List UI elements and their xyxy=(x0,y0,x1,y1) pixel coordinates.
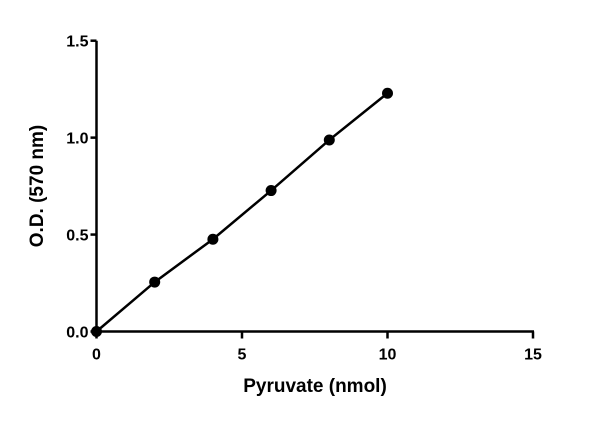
y-tick-label: 1.5 xyxy=(66,34,88,51)
x-tick-label: 10 xyxy=(379,347,397,364)
data-point xyxy=(382,87,393,99)
y-tick-label: 0.0 xyxy=(66,325,88,342)
x-tick-label: 15 xyxy=(524,347,542,364)
x-tick-label: 0 xyxy=(92,347,101,364)
data-point xyxy=(323,134,335,146)
y-tick-label: 1.0 xyxy=(66,131,88,148)
data-point xyxy=(91,326,102,337)
y-axis-label: O.D. (570 nm) xyxy=(27,125,48,247)
x-axis-label: Pyruvate (nmol) xyxy=(243,376,387,397)
axes: 0.0 0.5 1.0 1.5 0 5 10 15 xyxy=(66,34,542,364)
data-point xyxy=(207,233,219,245)
series-marks xyxy=(91,87,393,337)
x-tick-label: 5 xyxy=(238,347,247,364)
series-line xyxy=(95,92,389,333)
y-tick-label: 0.5 xyxy=(66,228,88,245)
data-point xyxy=(149,276,161,288)
data-point xyxy=(265,185,277,197)
